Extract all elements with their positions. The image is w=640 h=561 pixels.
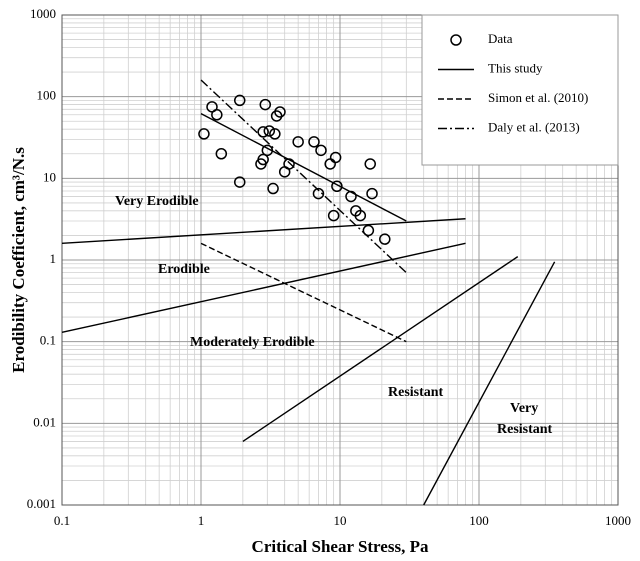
legend-label: Data xyxy=(488,31,513,46)
legend-swatch xyxy=(450,34,462,46)
region-label: Erodible xyxy=(158,262,210,277)
data-point xyxy=(292,136,304,148)
data-point xyxy=(267,182,279,195)
region-label: Resistant xyxy=(388,385,444,400)
data-point xyxy=(269,128,281,140)
y-tick-label: 100 xyxy=(37,88,57,103)
legend-label: Simon et al. (2010) xyxy=(488,90,588,105)
data-point xyxy=(362,224,375,237)
data-point xyxy=(257,126,269,138)
plot-frame xyxy=(61,14,619,506)
x-tick-label: 10 xyxy=(334,513,347,528)
legend-label: This study xyxy=(488,60,543,75)
data-point xyxy=(331,180,343,192)
data-point xyxy=(211,109,223,121)
legend-label: Daly et al. (2013) xyxy=(488,119,580,134)
y-axis-label: Erodibility Coefficient, cm³/N.s xyxy=(9,147,28,373)
boundary-line xyxy=(423,261,556,506)
x-axis-label: Critical Shear Stress, Pa xyxy=(252,537,429,556)
data-point xyxy=(257,153,269,166)
region-label: Moderately Erodible xyxy=(190,335,315,350)
y-tick-label: 1000 xyxy=(30,6,56,21)
data-point xyxy=(312,187,325,200)
data-point xyxy=(366,187,378,200)
data-point xyxy=(364,158,376,170)
x-tick-label: 1000 xyxy=(605,513,631,528)
data-point xyxy=(215,147,228,160)
region-label: Resistant xyxy=(497,422,553,437)
y-tick-label: 0.001 xyxy=(27,496,56,511)
trend-line xyxy=(200,113,407,222)
data-point xyxy=(354,209,367,222)
region-label: Very Erodible xyxy=(115,194,199,209)
data-point xyxy=(259,98,272,111)
data-point xyxy=(315,144,327,157)
data-point xyxy=(263,125,276,137)
data-point xyxy=(329,151,342,164)
y-tick-label: 0.01 xyxy=(33,414,56,429)
trend-line xyxy=(200,242,407,343)
trend-line xyxy=(200,79,407,274)
boundary-line xyxy=(242,256,519,443)
data-point xyxy=(308,136,320,148)
data-point xyxy=(198,128,210,140)
y-tick-label: 0.1 xyxy=(40,333,56,348)
legend-box xyxy=(421,14,619,166)
region-label: Very xyxy=(510,401,538,416)
data-point xyxy=(379,233,391,245)
data-point xyxy=(327,209,340,222)
boundary-line xyxy=(61,218,466,245)
data-point xyxy=(233,94,246,107)
data-point xyxy=(274,106,286,118)
y-tick-label: 10 xyxy=(43,169,56,184)
x-tick-label: 0.1 xyxy=(54,513,70,528)
data-point xyxy=(233,176,246,188)
y-tick-label: 1 xyxy=(50,251,57,266)
x-tick-label: 1 xyxy=(198,513,205,528)
boundary-line xyxy=(61,242,466,334)
x-tick-label: 100 xyxy=(469,513,489,528)
